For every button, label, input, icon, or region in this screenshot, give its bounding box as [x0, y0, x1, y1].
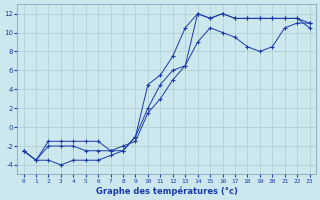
X-axis label: Graphe des températures (°c): Graphe des températures (°c)	[96, 186, 237, 196]
